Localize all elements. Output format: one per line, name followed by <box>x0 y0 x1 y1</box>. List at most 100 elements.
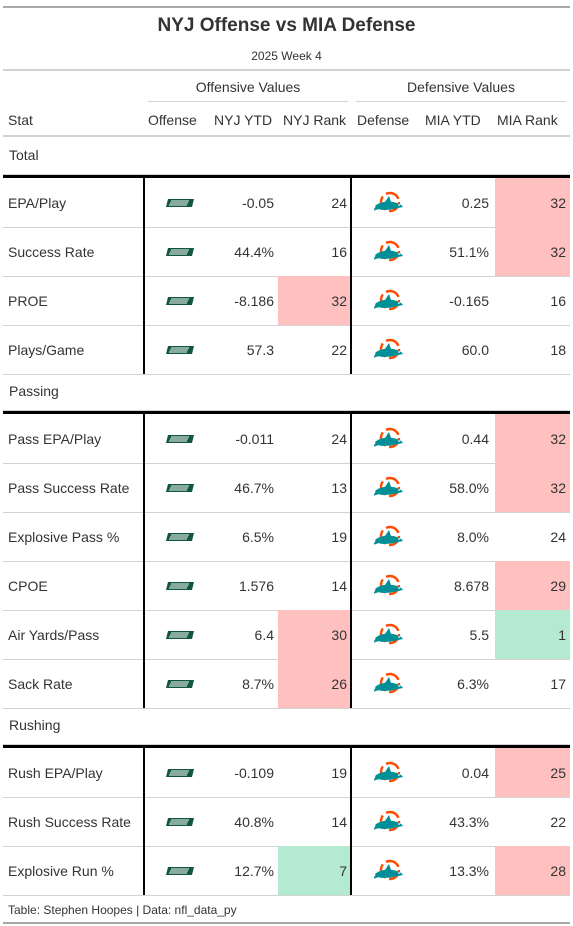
table-row: Plays/Game 57.3 22 60.0 18 <box>3 325 570 375</box>
defense-logo-cell <box>353 797 425 846</box>
jets-logo-icon <box>165 767 195 779</box>
dolphins-logo-icon <box>374 620 404 650</box>
mia-ytd-value: 0.44 <box>461 430 489 447</box>
group-label: Rushing <box>9 717 61 733</box>
stat-name: Sack Rate <box>8 675 73 692</box>
defense-logo-cell <box>353 659 425 708</box>
stat-name: Success Rate <box>8 243 95 260</box>
mia-ytd-value: 58.0% <box>449 479 489 496</box>
dolphins-logo-icon <box>374 335 404 365</box>
nyj-ytd-value: 40.8% <box>234 813 274 830</box>
offense-logo-cell <box>144 561 216 610</box>
table-row: CPOE 1.576 14 8.678 29 <box>3 561 570 611</box>
jets-logo-icon <box>165 433 195 445</box>
offense-divider <box>143 178 145 374</box>
col-header-nyj-rank: NYJ Rank <box>283 112 347 128</box>
table-subtitle: 2025 Week 4 <box>251 49 322 63</box>
jets-logo-icon <box>165 295 195 307</box>
defense-logo-cell <box>353 178 425 227</box>
mia-rank-value: 29 <box>495 561 570 610</box>
jets-logo-icon <box>165 678 195 690</box>
table-title: NYJ Offense vs MIA Defense <box>157 15 416 36</box>
nyj-ytd-value: -8.186 <box>234 292 274 309</box>
nyj-rank-value: 19 <box>331 764 347 781</box>
nyj-ytd-value: 12.7% <box>234 862 274 879</box>
stat-name: CPOE <box>8 577 48 594</box>
mia-ytd-value: 13.3% <box>449 862 489 879</box>
heading-rule <box>3 69 570 71</box>
mia-ytd-value: 0.25 <box>461 194 489 211</box>
mia-rank-value: 32 <box>495 463 570 512</box>
mia-rank-value: 1 <box>495 610 570 659</box>
nyj-rank-value: 13 <box>331 479 347 496</box>
jets-logo-icon <box>165 816 195 828</box>
col-header-offense: Offense <box>148 112 197 128</box>
col-header-nyj-ytd: NYJ YTD <box>214 112 273 128</box>
col-header-defense: Defense <box>357 112 410 128</box>
nyj-rank-value: 19 <box>331 528 347 545</box>
mia-rank-value: 28 <box>495 846 570 895</box>
jets-logo-icon <box>165 482 195 494</box>
table-row: Pass EPA/Play -0.011 24 0.44 32 <box>3 414 570 464</box>
mia-ytd-value: 60.0 <box>461 341 489 358</box>
stat-name: Rush Success Rate <box>8 813 131 830</box>
source-note: Table: Stephen Hoopes | Data: nfl_data_p… <box>8 903 237 917</box>
offense-logo-cell <box>144 178 216 227</box>
defense-logo-cell <box>353 748 425 797</box>
nyj-rank-value: 14 <box>331 813 347 830</box>
jets-logo-icon <box>165 865 195 877</box>
offense-logo-cell <box>144 797 216 846</box>
dolphins-logo-icon <box>374 473 404 503</box>
bottom-rule <box>3 922 570 924</box>
stat-name: Pass Success Rate <box>8 479 130 496</box>
nyj-ytd-value: 44.4% <box>234 243 274 260</box>
mia-rank-value: 32 <box>495 414 570 463</box>
jets-logo-icon <box>165 580 195 592</box>
dolphins-logo-icon <box>374 424 404 454</box>
defense-logo-cell <box>353 227 425 276</box>
group-row-passing: Passing <box>3 372 570 412</box>
group-heavy-rule <box>3 411 570 414</box>
mia-rank-value: 32 <box>495 227 570 276</box>
group-row-rushing: Rushing <box>3 706 570 746</box>
offense-logo-cell <box>144 276 216 325</box>
offense-logo-cell <box>144 414 216 463</box>
dolphins-logo-icon <box>374 286 404 316</box>
mia-rank-value: 24 <box>550 528 566 545</box>
stat-name: Rush EPA/Play <box>8 764 103 781</box>
nyj-ytd-value: 6.5% <box>242 528 274 545</box>
jets-logo-icon <box>165 531 195 543</box>
defense-spanner-label: Defensive Values <box>407 79 515 95</box>
offense-logo-cell <box>144 748 216 797</box>
nyj-ytd-value: -0.05 <box>242 194 274 211</box>
nyj-ytd-value: 1.576 <box>238 577 274 594</box>
group-label: Total <box>9 147 39 163</box>
table-row: Explosive Run % 12.7% 7 13.3% 28 <box>3 846 570 896</box>
offense-logo-cell <box>144 463 216 512</box>
dolphins-logo-icon <box>374 522 404 552</box>
table-row: Air Yards/Pass 6.4 30 5.5 1 <box>3 610 570 660</box>
stat-name: PROE <box>8 292 48 309</box>
offense-divider <box>143 748 145 895</box>
defense-logo-cell <box>353 512 425 561</box>
mia-rank-value: 32 <box>495 178 570 227</box>
mia-ytd-value: 8.0% <box>457 528 489 545</box>
nyj-rank-value: 30 <box>278 610 351 659</box>
mia-ytd-value: 43.3% <box>449 813 489 830</box>
mia-ytd-value: 0.04 <box>461 764 489 781</box>
defense-logo-cell <box>353 463 425 512</box>
defense-divider <box>350 414 352 708</box>
stat-name: Plays/Game <box>8 341 85 358</box>
dolphins-logo-icon <box>374 669 404 699</box>
mia-rank-value: 17 <box>550 675 566 692</box>
offense-logo-cell <box>144 846 216 895</box>
group-heavy-rule <box>3 175 570 178</box>
defense-logo-cell <box>353 561 425 610</box>
dolphins-logo-icon <box>374 571 404 601</box>
offense-logo-cell <box>144 610 216 659</box>
dolphins-logo-icon <box>374 758 404 788</box>
column-header-rule <box>3 135 570 137</box>
col-header-stat: Stat <box>8 112 33 128</box>
nyj-rank-value: 24 <box>331 194 347 211</box>
nyj-rank-value: 16 <box>331 243 347 260</box>
